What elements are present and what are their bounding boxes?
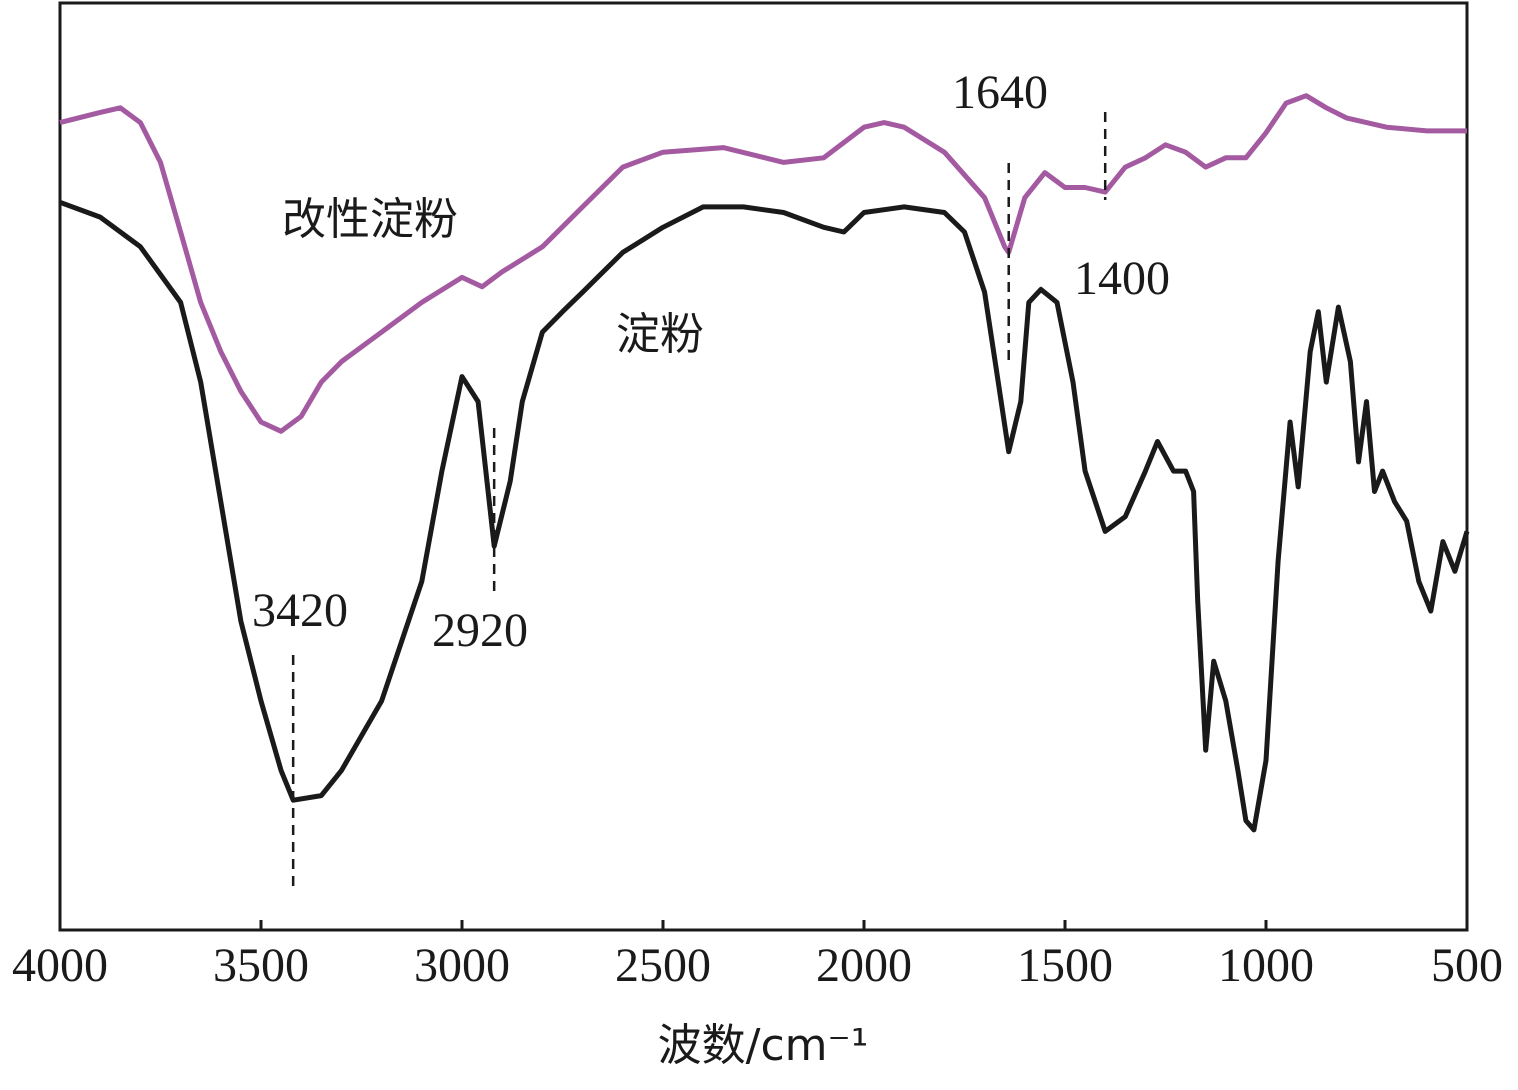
x-tick-label: 3500 — [213, 939, 309, 992]
x-tick-label: 4000 — [12, 939, 108, 992]
plot-frame — [58, 1, 1469, 932]
x-tick-label: 2000 — [816, 939, 912, 992]
x-tick-label: 1500 — [1017, 939, 1113, 992]
x-tick-label: 3000 — [414, 939, 510, 992]
peak-label: 2920 — [432, 604, 528, 657]
x-tick-label: 1000 — [1218, 939, 1314, 992]
peak-label: 3420 — [252, 584, 348, 637]
x-tick-label: 2500 — [615, 939, 711, 992]
peak-label: 1400 — [1074, 252, 1170, 305]
series-label: 改性淀粉 — [282, 194, 458, 245]
peak-label: 1640 — [952, 66, 1048, 119]
series-label: 淀粉 — [616, 309, 704, 360]
spectrum-line — [59, 199, 1470, 833]
x-axis-label: 波数/cm⁻¹ — [658, 1020, 869, 1071]
spectrum-line — [59, 93, 1467, 434]
x-tick-label: 500 — [1431, 939, 1503, 992]
